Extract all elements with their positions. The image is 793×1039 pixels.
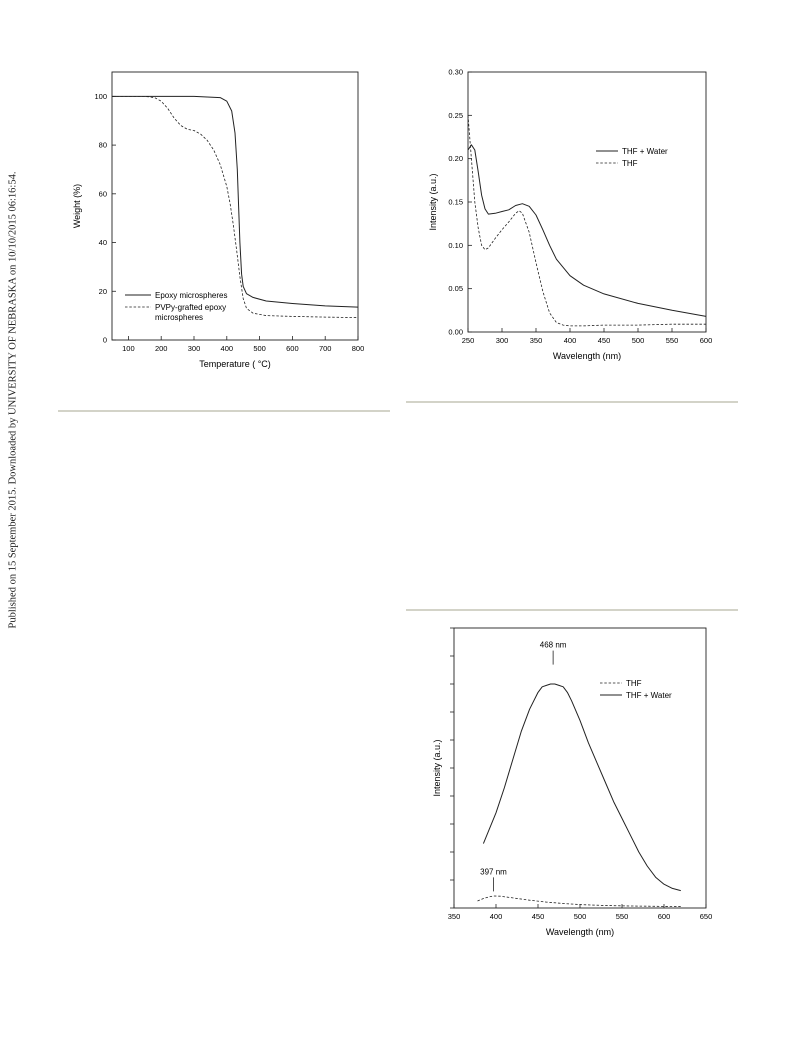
x-tick-label: 300 (496, 336, 509, 345)
y-tick-label: 0.10 (448, 241, 463, 250)
y-tick-label: 60 (99, 189, 107, 198)
x-tick-label: 200 (155, 344, 168, 353)
series-line-thf-water (467, 144, 707, 317)
y-tick-label: 0.20 (448, 154, 463, 163)
y-tick-label: 0.05 (448, 284, 463, 293)
y-tick-label: 0.15 (448, 198, 463, 207)
peak-annotation: 397 nm (480, 867, 507, 876)
y-axis-label: Intensity (a.u.) (432, 739, 442, 796)
x-axis-label: Wavelength (nm) (546, 927, 614, 937)
plot-frame (467, 71, 707, 333)
peak-annotation: 468 nm (540, 641, 567, 650)
y-axis-label: Weight (%) (72, 184, 82, 228)
series-line-thf (477, 895, 681, 907)
pl-chart: 350 400 450 500 550 600 650 Wavelength (nm) Inte… (432, 627, 713, 937)
x-tick-label: 500 (632, 336, 645, 345)
plot-frame (453, 627, 707, 909)
x-tick-label: 800 (352, 344, 365, 353)
x-tick-label: 250 (462, 336, 475, 345)
uv-vis-chart: 250 300 350 400 450 500 550 600 0.00 0.05 0.10 0.15… (428, 68, 713, 362)
legend-label: THF + Water (622, 147, 668, 156)
series-line-epoxy-microspheres (112, 95, 359, 308)
x-tick-label: 650 (700, 912, 713, 921)
legend-label: PVPy-grafted epoxy microspheres (155, 303, 226, 322)
divider-left (58, 410, 390, 412)
series-line-pvpy-grafted-epoxy-microspheres (112, 96, 359, 318)
y-tick-label: 40 (99, 238, 107, 247)
x-tick-label: 400 (490, 912, 503, 921)
x-tick-label: 400 (564, 336, 577, 345)
x-tick-label: 450 (532, 912, 545, 921)
side-note-text: Published on 15 September 2015. Download… (7, 171, 19, 629)
legend-label: THF + Water (626, 691, 672, 700)
divider-right-2 (406, 609, 738, 611)
y-tick-label: 0.30 (448, 68, 463, 77)
x-tick-label: 400 (221, 344, 234, 353)
x-tick-label: 350 (530, 336, 543, 345)
legend-label: THF (626, 679, 642, 688)
x-axis-label: Temperature ( °C) (199, 359, 271, 369)
y-tick-label: 100 (94, 92, 107, 101)
x-tick-label: 500 (574, 912, 587, 921)
x-tick-label: 550 (616, 912, 629, 921)
x-tick-label: 700 (319, 344, 332, 353)
y-tick-label: 0 (103, 336, 107, 345)
divider-right-1 (406, 401, 738, 403)
x-tick-label: 100 (122, 344, 135, 353)
x-tick-label: 500 (253, 344, 266, 353)
x-tick-label: 450 (598, 336, 611, 345)
x-tick-label: 600 (700, 336, 713, 345)
series-line-thf-water (482, 683, 681, 892)
legend-label: Epoxy microspheres (155, 291, 227, 300)
y-tick-label: 0.00 (448, 328, 463, 337)
y-tick-label: 0.25 (448, 111, 463, 120)
x-axis-label: Wavelength (nm) (553, 351, 621, 361)
side-note: Published on 15 September 2015. Download… (2, 160, 24, 640)
x-tick-label: 600 (658, 912, 671, 921)
x-tick-label: 300 (188, 344, 201, 353)
plot-frame (111, 71, 359, 341)
y-axis-label: Intensity (a.u.) (428, 173, 438, 230)
tga-chart: 100 200 300 400 500 600 700 800 0 20 40 60 80 100 Temp… (72, 71, 365, 369)
x-tick-label: 350 (448, 912, 461, 921)
y-tick-label: 20 (99, 287, 107, 296)
y-tick-label: 80 (99, 141, 107, 150)
x-tick-label: 550 (666, 336, 679, 345)
legend-label: THF (622, 159, 638, 168)
series-line-thf (467, 115, 706, 327)
x-tick-label: 600 (286, 344, 299, 353)
